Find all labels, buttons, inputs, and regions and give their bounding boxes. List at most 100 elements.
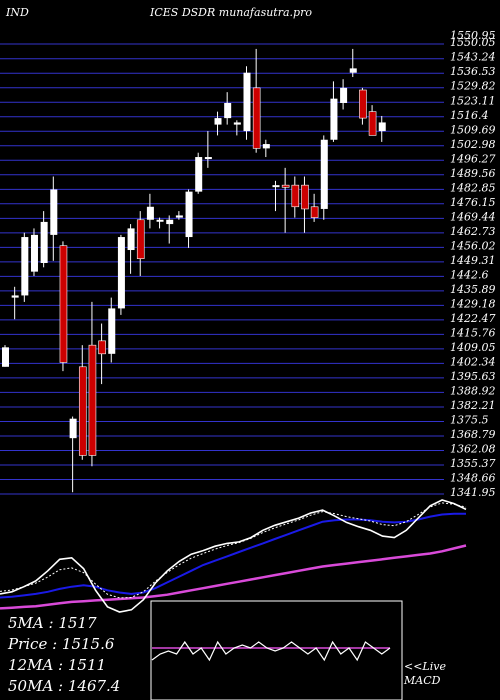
candle-body-up xyxy=(340,87,348,103)
candle-body-up xyxy=(195,157,203,192)
ma12-label: 12MA : 1511 xyxy=(8,656,107,674)
candle xyxy=(2,345,9,367)
y-tick-label: 1375.5 xyxy=(450,413,489,426)
candle xyxy=(185,189,193,248)
candle xyxy=(88,301,97,467)
candle xyxy=(368,105,377,136)
candle xyxy=(30,228,38,276)
candle-body-down xyxy=(310,206,319,218)
candle xyxy=(320,135,328,220)
candle-body-up xyxy=(214,118,222,125)
candle xyxy=(204,131,212,168)
candle-body-down xyxy=(252,87,261,149)
candle-body-down xyxy=(359,89,367,119)
candle-body-up xyxy=(69,418,77,439)
candles xyxy=(2,48,386,493)
candle-body-up xyxy=(156,219,164,222)
candle-body-down xyxy=(368,111,377,136)
y-tick-label: 1435.89 xyxy=(450,283,496,296)
candle xyxy=(117,234,125,315)
candle xyxy=(359,87,367,125)
candle xyxy=(349,48,357,78)
candle xyxy=(59,241,68,372)
candle-body-up xyxy=(262,144,270,149)
candle xyxy=(40,211,48,268)
candle-body-up xyxy=(175,215,183,218)
y-tick-label: 1355.37 xyxy=(450,457,496,470)
candle-body-up xyxy=(272,185,280,188)
y-tick-label: 1462.73 xyxy=(450,225,496,238)
y-tick-label: 1536.53 xyxy=(450,65,496,78)
candle xyxy=(378,115,386,142)
candle-body-down xyxy=(291,184,300,208)
candle xyxy=(301,176,309,233)
candle-body-up xyxy=(108,308,116,354)
candle xyxy=(98,323,106,385)
candle xyxy=(340,79,348,110)
candle-body-up xyxy=(50,189,58,235)
candle-body-down xyxy=(98,340,106,355)
candle-body-up xyxy=(2,347,9,367)
y-tick-label: 1382.21 xyxy=(450,399,496,412)
moving-average-lines xyxy=(0,499,467,613)
y-tick-label: 1456.02 xyxy=(450,239,496,252)
ma5-label: 5MA : 1517 xyxy=(8,614,97,632)
y-tick-label: 1543.24 xyxy=(450,51,496,64)
ma5-line xyxy=(0,499,467,613)
candle xyxy=(233,120,241,136)
y-tick-label: 1442.6 xyxy=(450,268,489,281)
y-tick-label: 1496.27 xyxy=(450,152,496,165)
candle-body-up xyxy=(127,228,135,251)
candle xyxy=(127,224,135,274)
candle-body-up xyxy=(21,237,29,296)
macd-label: MACD xyxy=(404,674,441,687)
candle xyxy=(166,215,174,244)
candle xyxy=(136,211,145,276)
macd-line xyxy=(151,640,391,662)
candle-body-up xyxy=(233,122,241,125)
y-tick-label: 1415.76 xyxy=(450,326,496,339)
candle xyxy=(175,211,183,220)
y-tick-label: 1502.98 xyxy=(450,138,496,151)
y-tick-label: 1362.08 xyxy=(450,442,496,455)
y-tick-label: 1482.85 xyxy=(450,181,496,194)
candle-body-up xyxy=(224,102,232,119)
candle xyxy=(11,286,19,320)
candle xyxy=(252,48,261,153)
candle-body-down xyxy=(301,184,309,210)
y-tick-label: 1348.66 xyxy=(450,471,496,484)
candle-body-up xyxy=(378,122,386,132)
candle xyxy=(224,92,232,125)
candle-body-up xyxy=(117,237,125,309)
candle-body-up xyxy=(320,139,328,209)
macd-live-label: <<Live xyxy=(404,660,446,673)
candle-body-down xyxy=(281,184,290,188)
chart-title-right: ICES DSDR munafasutra.pro xyxy=(150,6,312,19)
candle-body-down xyxy=(59,245,68,363)
y-tick-label: 1388.92 xyxy=(450,384,496,397)
candle xyxy=(195,152,203,194)
candle-body-up xyxy=(146,206,154,220)
candle xyxy=(69,416,77,493)
candle xyxy=(214,111,222,136)
ma12-line xyxy=(0,512,466,599)
candle xyxy=(78,345,87,460)
y-tick-label: 1449.31 xyxy=(450,254,496,267)
candle xyxy=(21,232,29,302)
candle xyxy=(50,176,58,261)
candle-body-up xyxy=(185,191,193,238)
candle-body-up xyxy=(30,234,38,272)
candle-body-up xyxy=(166,219,174,225)
candle xyxy=(108,297,116,363)
candle-body-up xyxy=(40,221,48,263)
candle xyxy=(310,193,319,222)
y-tick-label: 1489.56 xyxy=(450,167,496,180)
macd-lines xyxy=(151,640,391,662)
y-tick-label: 1469.44 xyxy=(450,210,496,223)
ma50-line xyxy=(0,544,467,610)
price-label: Price : 1515.6 xyxy=(8,635,115,653)
y-tick-label: 1529.82 xyxy=(450,80,496,93)
y-top-label: 1550.95 xyxy=(450,29,496,42)
